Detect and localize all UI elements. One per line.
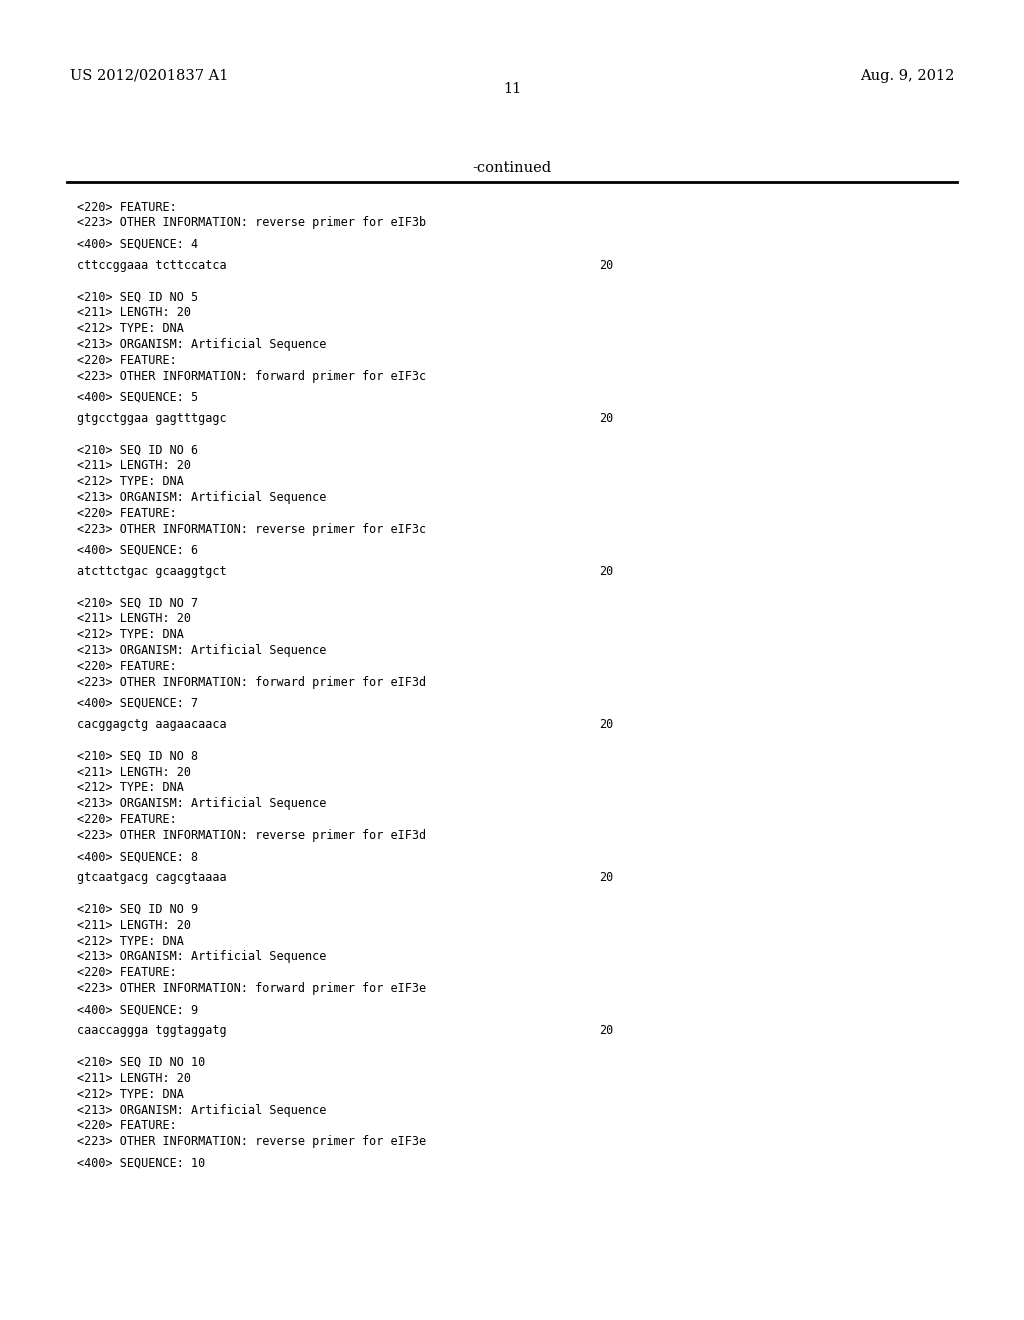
Text: cttccggaaa tcttccatca: cttccggaaa tcttccatca <box>77 259 226 272</box>
Text: <220> FEATURE:: <220> FEATURE: <box>77 1119 176 1133</box>
Text: 20: 20 <box>599 565 613 578</box>
Text: <400> SEQUENCE: 4: <400> SEQUENCE: 4 <box>77 238 198 251</box>
Text: <223> OTHER INFORMATION: forward primer for eIF3e: <223> OTHER INFORMATION: forward primer … <box>77 982 426 995</box>
Text: -continued: -continued <box>472 161 552 176</box>
Text: <400> SEQUENCE: 10: <400> SEQUENCE: 10 <box>77 1156 205 1170</box>
Text: Aug. 9, 2012: Aug. 9, 2012 <box>860 69 954 83</box>
Text: <220> FEATURE:: <220> FEATURE: <box>77 507 176 520</box>
Text: gtgcctggaa gagtttgagc: gtgcctggaa gagtttgagc <box>77 412 226 425</box>
Text: atcttctgac gcaaggtgct: atcttctgac gcaaggtgct <box>77 565 226 578</box>
Text: <213> ORGANISM: Artificial Sequence: <213> ORGANISM: Artificial Sequence <box>77 644 327 657</box>
Text: <212> TYPE: DNA: <212> TYPE: DNA <box>77 935 183 948</box>
Text: <211> LENGTH: 20: <211> LENGTH: 20 <box>77 766 190 779</box>
Text: <212> TYPE: DNA: <212> TYPE: DNA <box>77 322 183 335</box>
Text: 20: 20 <box>599 259 613 272</box>
Text: <220> FEATURE:: <220> FEATURE: <box>77 660 176 673</box>
Text: <223> OTHER INFORMATION: reverse primer for eIF3d: <223> OTHER INFORMATION: reverse primer … <box>77 829 426 842</box>
Text: 20: 20 <box>599 1024 613 1038</box>
Text: caaccaggga tggtaggatg: caaccaggga tggtaggatg <box>77 1024 226 1038</box>
Text: cacggagctg aagaacaaca: cacggagctg aagaacaaca <box>77 718 226 731</box>
Text: <213> ORGANISM: Artificial Sequence: <213> ORGANISM: Artificial Sequence <box>77 950 327 964</box>
Text: <213> ORGANISM: Artificial Sequence: <213> ORGANISM: Artificial Sequence <box>77 338 327 351</box>
Text: <210> SEQ ID NO 9: <210> SEQ ID NO 9 <box>77 903 198 916</box>
Text: <223> OTHER INFORMATION: reverse primer for eIF3b: <223> OTHER INFORMATION: reverse primer … <box>77 216 426 230</box>
Text: <400> SEQUENCE: 9: <400> SEQUENCE: 9 <box>77 1003 198 1016</box>
Text: <210> SEQ ID NO 6: <210> SEQ ID NO 6 <box>77 444 198 457</box>
Text: <213> ORGANISM: Artificial Sequence: <213> ORGANISM: Artificial Sequence <box>77 797 327 810</box>
Text: <211> LENGTH: 20: <211> LENGTH: 20 <box>77 919 190 932</box>
Text: <213> ORGANISM: Artificial Sequence: <213> ORGANISM: Artificial Sequence <box>77 1104 327 1117</box>
Text: <212> TYPE: DNA: <212> TYPE: DNA <box>77 1088 183 1101</box>
Text: <212> TYPE: DNA: <212> TYPE: DNA <box>77 781 183 795</box>
Text: US 2012/0201837 A1: US 2012/0201837 A1 <box>70 69 228 83</box>
Text: <220> FEATURE:: <220> FEATURE: <box>77 354 176 367</box>
Text: <211> LENGTH: 20: <211> LENGTH: 20 <box>77 612 190 626</box>
Text: <223> OTHER INFORMATION: forward primer for eIF3d: <223> OTHER INFORMATION: forward primer … <box>77 676 426 689</box>
Text: <210> SEQ ID NO 8: <210> SEQ ID NO 8 <box>77 750 198 763</box>
Text: <400> SEQUENCE: 6: <400> SEQUENCE: 6 <box>77 544 198 557</box>
Text: <400> SEQUENCE: 5: <400> SEQUENCE: 5 <box>77 391 198 404</box>
Text: <210> SEQ ID NO 5: <210> SEQ ID NO 5 <box>77 290 198 304</box>
Text: 20: 20 <box>599 718 613 731</box>
Text: <220> FEATURE:: <220> FEATURE: <box>77 201 176 214</box>
Text: <223> OTHER INFORMATION: reverse primer for eIF3c: <223> OTHER INFORMATION: reverse primer … <box>77 523 426 536</box>
Text: 11: 11 <box>503 82 521 96</box>
Text: <213> ORGANISM: Artificial Sequence: <213> ORGANISM: Artificial Sequence <box>77 491 327 504</box>
Text: <212> TYPE: DNA: <212> TYPE: DNA <box>77 628 183 642</box>
Text: <400> SEQUENCE: 8: <400> SEQUENCE: 8 <box>77 850 198 863</box>
Text: <400> SEQUENCE: 7: <400> SEQUENCE: 7 <box>77 697 198 710</box>
Text: <211> LENGTH: 20: <211> LENGTH: 20 <box>77 306 190 319</box>
Text: <212> TYPE: DNA: <212> TYPE: DNA <box>77 475 183 488</box>
Text: <210> SEQ ID NO 7: <210> SEQ ID NO 7 <box>77 597 198 610</box>
Text: 20: 20 <box>599 871 613 884</box>
Text: <211> LENGTH: 20: <211> LENGTH: 20 <box>77 1072 190 1085</box>
Text: gtcaatgacg cagcgtaaaa: gtcaatgacg cagcgtaaaa <box>77 871 226 884</box>
Text: <220> FEATURE:: <220> FEATURE: <box>77 813 176 826</box>
Text: <223> OTHER INFORMATION: reverse primer for eIF3e: <223> OTHER INFORMATION: reverse primer … <box>77 1135 426 1148</box>
Text: <211> LENGTH: 20: <211> LENGTH: 20 <box>77 459 190 473</box>
Text: <210> SEQ ID NO 10: <210> SEQ ID NO 10 <box>77 1056 205 1069</box>
Text: <220> FEATURE:: <220> FEATURE: <box>77 966 176 979</box>
Text: <223> OTHER INFORMATION: forward primer for eIF3c: <223> OTHER INFORMATION: forward primer … <box>77 370 426 383</box>
Text: 20: 20 <box>599 412 613 425</box>
